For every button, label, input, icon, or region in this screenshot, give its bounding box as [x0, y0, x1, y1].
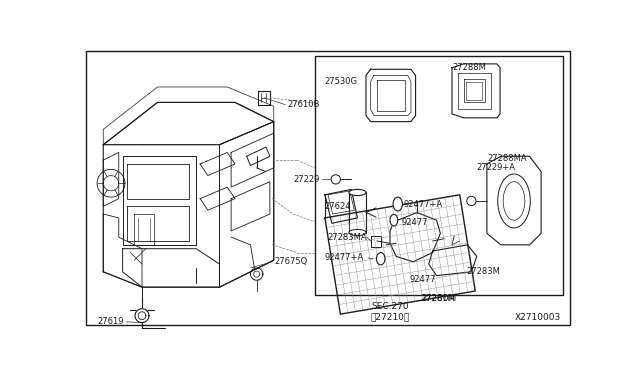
Polygon shape [135, 309, 149, 323]
Text: 27280M: 27280M [420, 294, 457, 303]
Ellipse shape [498, 174, 531, 228]
Text: 27283M: 27283M [466, 267, 500, 276]
Text: 27229+A: 27229+A [477, 163, 516, 172]
Ellipse shape [376, 253, 385, 265]
Text: 27281M: 27281M [421, 294, 455, 303]
Circle shape [467, 196, 476, 206]
Text: 27619: 27619 [98, 317, 124, 326]
Text: ㉲27210〉: ㉲27210〉 [371, 312, 410, 321]
Ellipse shape [390, 214, 397, 226]
Text: 27624: 27624 [324, 202, 351, 211]
Text: 27283MA: 27283MA [327, 232, 367, 242]
Circle shape [331, 175, 340, 184]
Text: 27288M: 27288M [452, 63, 486, 72]
Ellipse shape [393, 197, 403, 211]
Text: 92477: 92477 [410, 275, 436, 284]
Ellipse shape [503, 182, 525, 220]
Text: 92477+A: 92477+A [325, 253, 364, 262]
Text: SEC.270: SEC.270 [371, 302, 409, 311]
Text: 27229: 27229 [293, 175, 319, 184]
Bar [315, 56, 563, 295]
Text: 92477: 92477 [402, 218, 428, 227]
Text: 27288MA: 27288MA [488, 154, 527, 163]
Text: 92477+A: 92477+A [404, 199, 443, 209]
Ellipse shape [349, 230, 366, 235]
Text: X2710003: X2710003 [515, 314, 561, 323]
Ellipse shape [349, 189, 366, 196]
Text: 27530G: 27530G [324, 77, 357, 86]
Text: 27675Q: 27675Q [275, 257, 308, 266]
Text: 27610B: 27610B [288, 100, 320, 109]
